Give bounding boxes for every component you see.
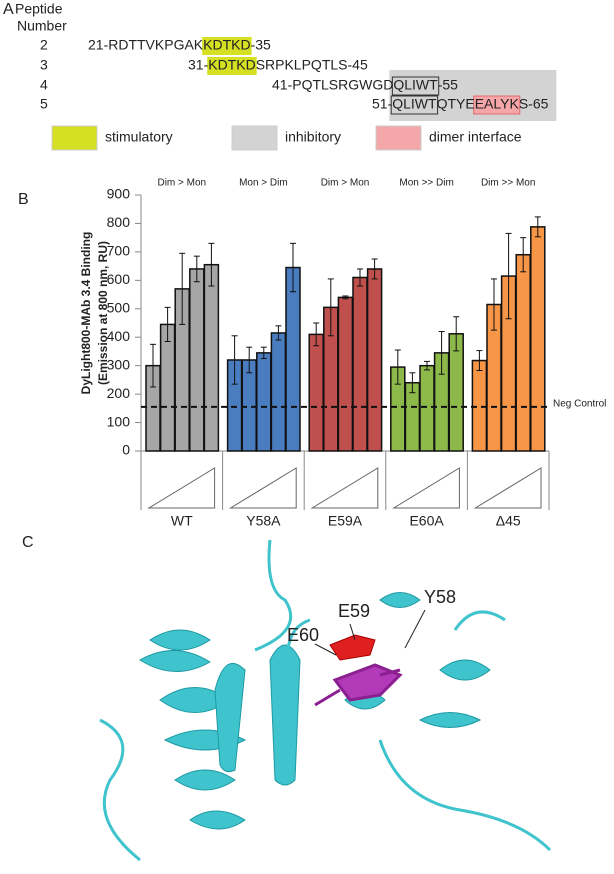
header: Peptide (15, 1, 63, 17)
bar (337, 296, 354, 452)
sequence: QLIWT (392, 96, 437, 112)
concentration-wedge (473, 467, 542, 509)
sequence: S-65 (519, 96, 549, 112)
group-annotation: Dim > Mon (321, 178, 370, 189)
pointer (314, 643, 337, 656)
sequence: -35 (251, 37, 271, 53)
y-tick-label: 600 (107, 271, 131, 287)
peptide-number: 3 (40, 57, 48, 73)
pointer (349, 623, 356, 641)
sequence: QLIWT (393, 77, 438, 93)
bar (419, 364, 435, 452)
group-annotation: Mon > Dim (239, 178, 288, 189)
sequence: 51- (372, 96, 393, 112)
concentration-wedge (310, 467, 379, 509)
bar (515, 253, 531, 452)
y-tick-label: 700 (107, 243, 131, 259)
y-tick-label: 0 (122, 442, 130, 458)
concentration-wedge (147, 467, 216, 509)
y-tick-label: 100 (107, 413, 131, 429)
bar (203, 263, 220, 452)
panel-label: B (18, 191, 29, 208)
legend-label: inhibitory (285, 129, 341, 145)
concentration-wedge (392, 467, 460, 509)
bar (189, 268, 205, 452)
legend-swatch (51, 125, 98, 151)
y-tick-label: 800 (107, 214, 131, 230)
bar (471, 359, 488, 452)
y-axis-label: DyLight800-MAb 3.4 Binding (79, 232, 93, 395)
bar (308, 333, 324, 452)
sequence: SRPKLPQTLS-45 (256, 57, 368, 73)
header: Number (17, 18, 67, 34)
bar (256, 352, 272, 452)
y-axis-label: (Emission at 800 nm, RU) (96, 241, 110, 385)
legend-swatch (375, 125, 422, 151)
residue-label: Y58 (424, 587, 456, 607)
sequence: EALYK (475, 96, 520, 112)
peptide-number: 4 (40, 77, 48, 93)
sequence: QTYE (437, 96, 475, 112)
highlight (390, 95, 439, 115)
y-tick-label: 400 (107, 328, 131, 344)
bar (530, 226, 546, 452)
panel-label: A (3, 1, 14, 18)
sequence: 31- (188, 57, 209, 73)
highlight-layer (202, 37, 521, 115)
y-tick-label: 500 (107, 299, 131, 315)
sequence: KDTKD (208, 57, 255, 73)
bar (241, 359, 257, 452)
x-tick-label: E59A (328, 513, 363, 529)
legend-label: dimer interface (429, 129, 522, 145)
highlight (391, 76, 440, 96)
x-tick-label: WT (171, 513, 193, 529)
group-annotation: Mon >> Dim (399, 178, 453, 189)
peptide-number: 5 (40, 96, 48, 112)
x-tick-label: E60A (409, 513, 444, 529)
highlight (202, 37, 252, 55)
bar (159, 323, 176, 452)
x-tick-label: Δ45 (496, 513, 521, 529)
residue-label: E59 (338, 601, 370, 621)
bar (366, 268, 383, 452)
sequence: KDTKD (203, 37, 250, 53)
group-annotation: Dim >> Mon (481, 178, 535, 189)
y-tick-label: 200 (107, 385, 131, 401)
concentration-wedge (228, 467, 297, 509)
sequence: 21-RDTTVKPGAK (88, 37, 204, 53)
group-annotation: Dim > Mon (157, 178, 206, 189)
y-tick-label: 300 (107, 356, 131, 372)
sequence: -55 (438, 77, 458, 93)
panel-label: C (22, 534, 34, 551)
bar (352, 276, 368, 452)
legend-label: stimulatory (105, 129, 173, 145)
bar (285, 266, 301, 452)
bar (448, 333, 464, 452)
y-tick-label: 900 (107, 186, 131, 202)
peptide-number: 2 (40, 37, 48, 53)
legend-swatch (231, 125, 278, 151)
highlight (473, 95, 521, 115)
pointer (404, 609, 426, 649)
sequence: 41-PQTLSRGWGD (272, 77, 393, 93)
x-tick-label: Y58A (246, 513, 281, 529)
reference-label: Neg Control (553, 399, 606, 410)
residue-label: E60 (287, 625, 319, 645)
protein-structure (99, 539, 552, 862)
bar (270, 332, 287, 452)
highlight (207, 57, 257, 75)
